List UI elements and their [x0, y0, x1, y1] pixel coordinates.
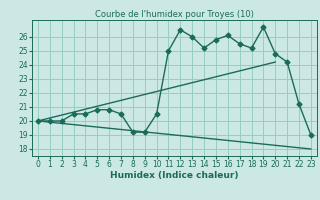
X-axis label: Humidex (Indice chaleur): Humidex (Indice chaleur) — [110, 171, 239, 180]
Title: Courbe de l'humidex pour Troyes (10): Courbe de l'humidex pour Troyes (10) — [95, 10, 254, 19]
